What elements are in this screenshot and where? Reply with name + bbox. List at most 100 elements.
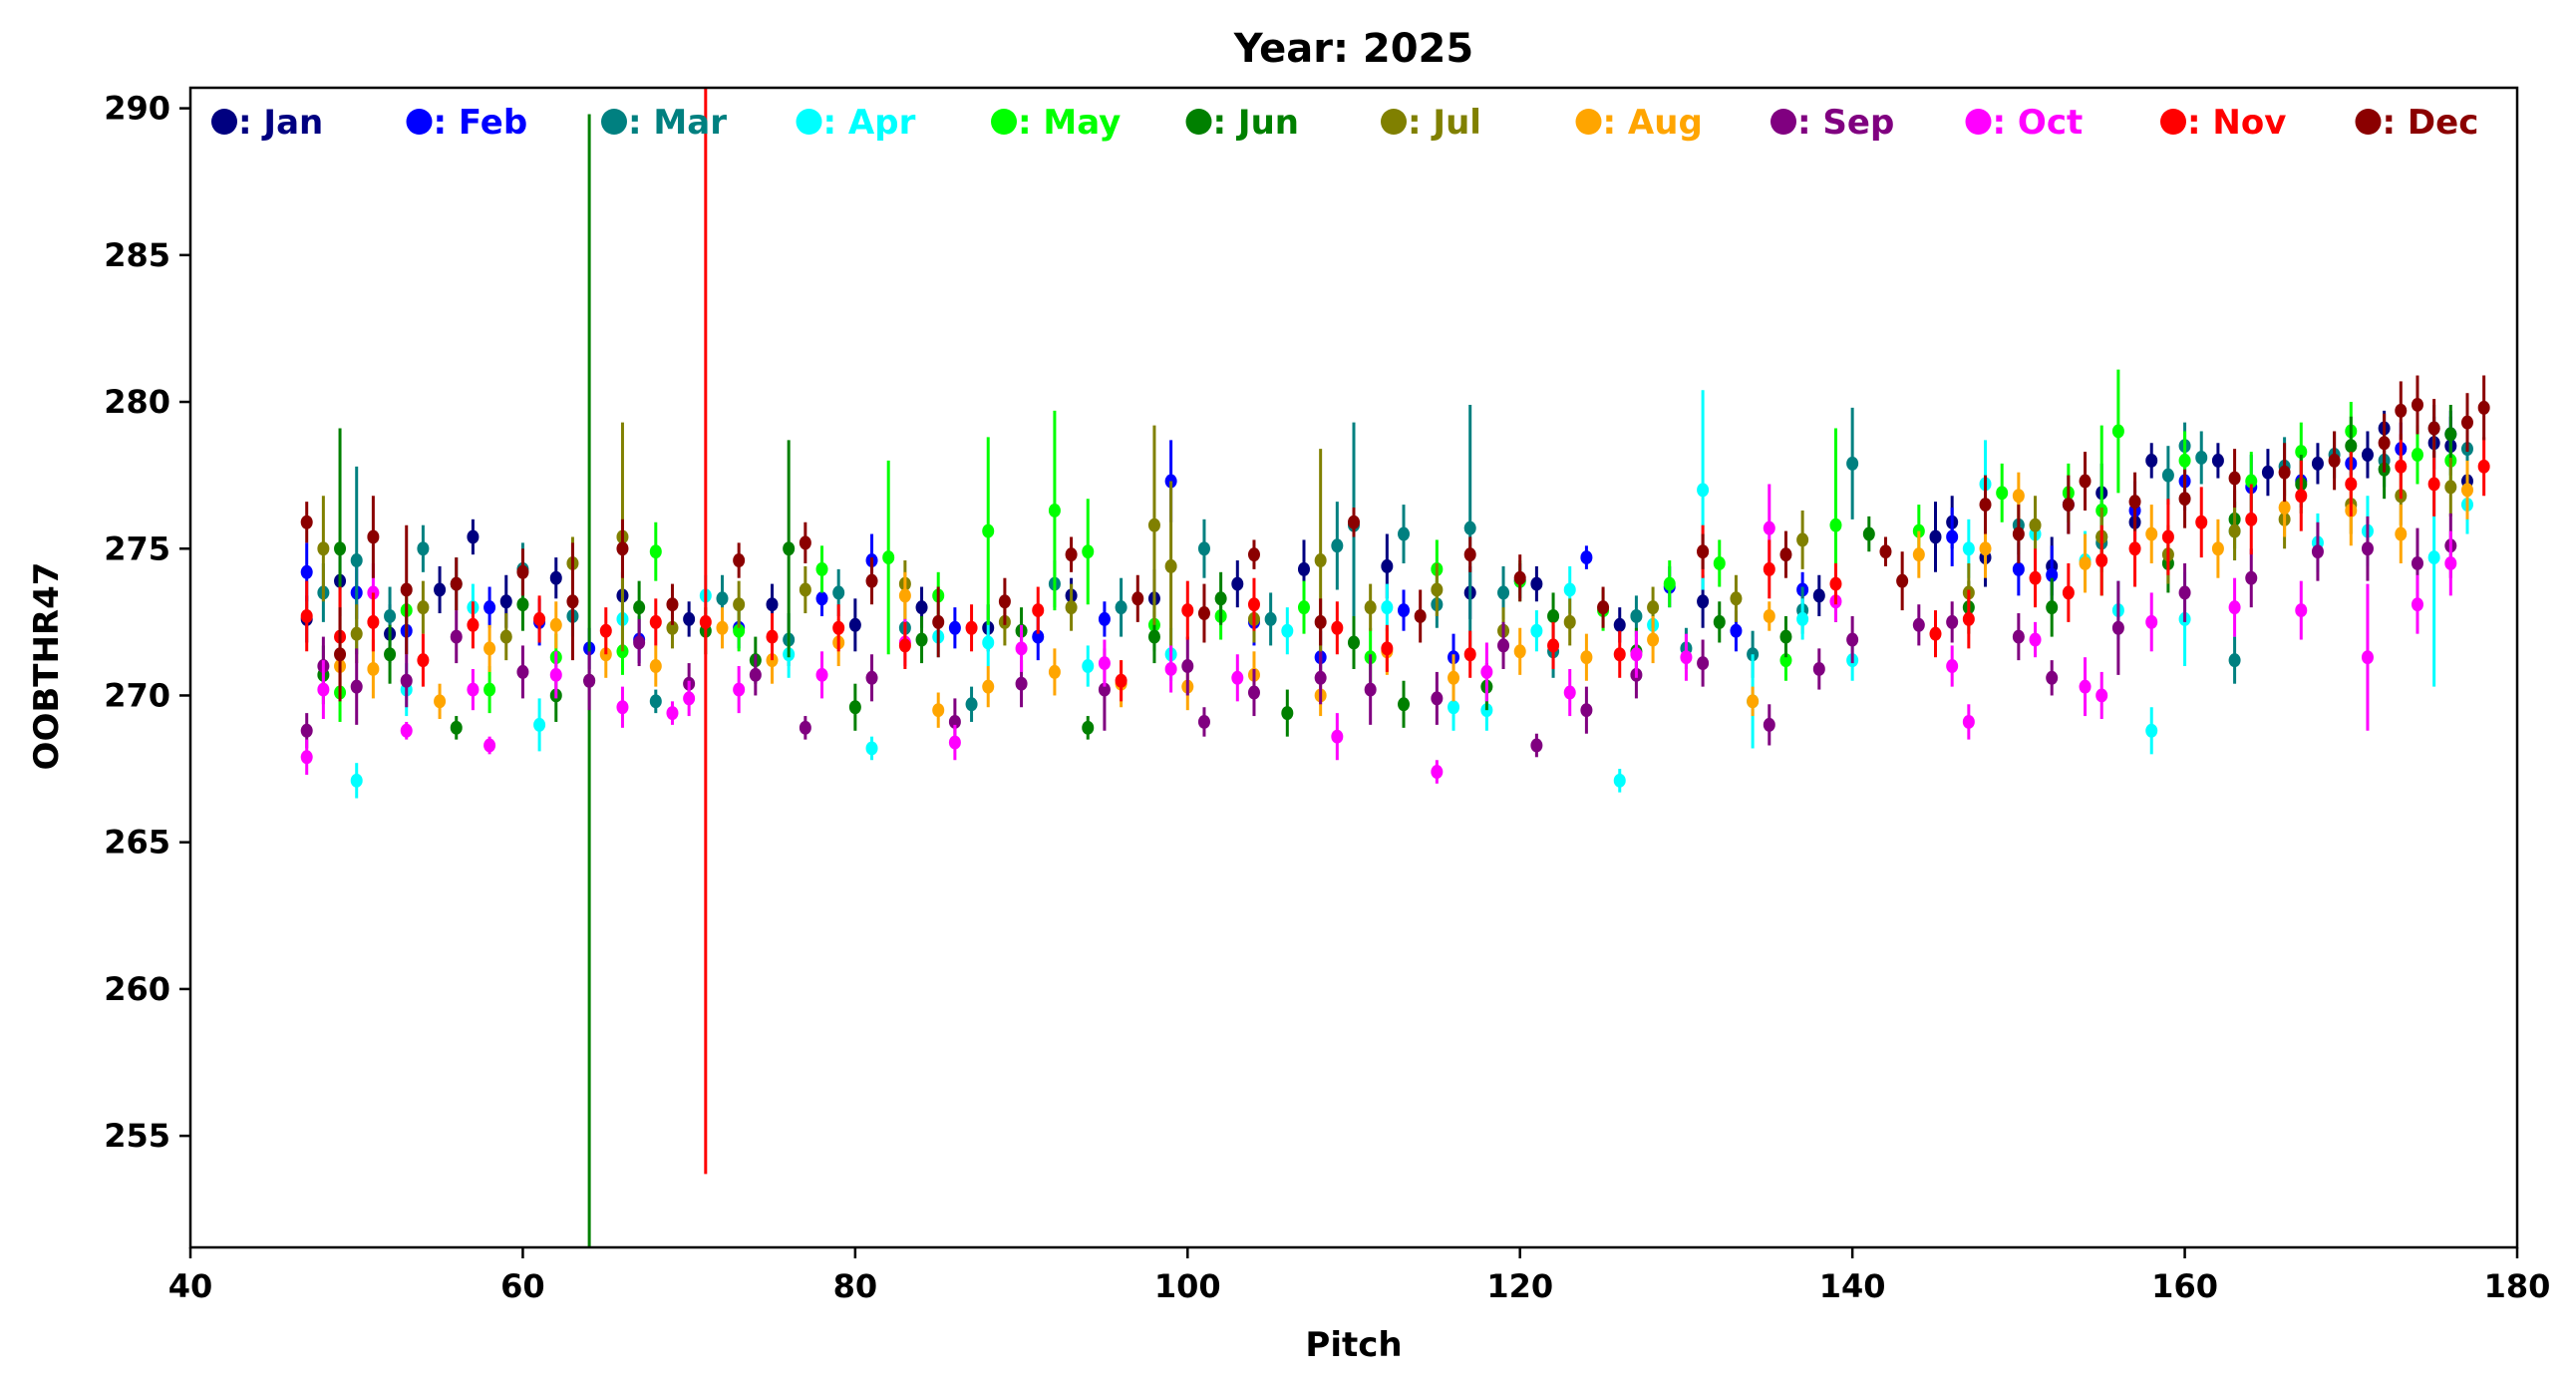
data-point bbox=[1962, 714, 1975, 729]
data-point bbox=[2361, 650, 2374, 665]
legend-label: : Jan bbox=[238, 103, 323, 143]
data-point bbox=[2444, 480, 2457, 495]
data-point bbox=[367, 661, 380, 676]
data-point bbox=[1314, 614, 1327, 629]
data-point bbox=[300, 723, 313, 738]
data-point bbox=[2211, 541, 2224, 556]
data-point bbox=[2361, 541, 2374, 556]
x-tick-label: 160 bbox=[2151, 1267, 2218, 1305]
data-point bbox=[300, 564, 313, 579]
data-point bbox=[2295, 489, 2308, 504]
data-point bbox=[2261, 465, 2274, 480]
data-point bbox=[1231, 670, 1244, 685]
data-point bbox=[1563, 614, 1576, 629]
data-point bbox=[1663, 576, 1676, 591]
data-point bbox=[1065, 600, 1078, 615]
data-point bbox=[1381, 558, 1394, 573]
x-axis: 40 60 80 100 120 140 160 180 bbox=[168, 1247, 2550, 1305]
data-point bbox=[1214, 591, 1227, 606]
data-point bbox=[649, 659, 662, 674]
data-point bbox=[2460, 415, 2473, 430]
x-axis-label: Pitch bbox=[1305, 1325, 1402, 1365]
data-point bbox=[2195, 450, 2208, 465]
data-point bbox=[1331, 729, 1344, 744]
data-point bbox=[2046, 600, 2059, 615]
data-point bbox=[1730, 591, 1743, 606]
data-point bbox=[499, 629, 512, 644]
data-point bbox=[865, 741, 878, 756]
data-point bbox=[2328, 453, 2341, 468]
data-point bbox=[1431, 691, 1444, 706]
data-point bbox=[2145, 453, 2158, 468]
data-point bbox=[1082, 659, 1095, 674]
legend-marker bbox=[2355, 109, 2382, 135]
data-point bbox=[1779, 629, 1792, 644]
y-axis-label: OOBTHR47 bbox=[27, 562, 67, 771]
data-point bbox=[832, 585, 845, 600]
legend: : Jan: Feb: Mar: Apr: May: Jun: Jul: Aug… bbox=[211, 103, 2478, 143]
data-point bbox=[1348, 635, 1360, 650]
data-point bbox=[2079, 474, 2092, 489]
data-point bbox=[1962, 541, 1975, 556]
data-point bbox=[815, 561, 828, 576]
data-point bbox=[549, 570, 562, 585]
data-point bbox=[483, 600, 496, 615]
data-point bbox=[733, 597, 746, 612]
y-tick-label: 275 bbox=[104, 529, 170, 567]
data-point bbox=[766, 629, 779, 644]
legend-label: : Aug bbox=[1603, 103, 1703, 143]
legend-label: : Jul bbox=[1408, 103, 1481, 143]
data-point bbox=[1697, 656, 1710, 671]
data-point bbox=[1082, 544, 1095, 559]
data-point bbox=[1098, 611, 1111, 626]
data-point bbox=[1181, 603, 1194, 618]
data-point bbox=[2245, 570, 2258, 585]
data-point bbox=[749, 667, 762, 682]
data-point bbox=[350, 553, 363, 568]
data-point bbox=[1613, 617, 1626, 632]
data-point bbox=[1597, 600, 1610, 615]
data-point bbox=[1547, 638, 1560, 653]
data-point bbox=[2427, 421, 2440, 436]
series-8 bbox=[334, 460, 2473, 728]
data-point bbox=[1364, 600, 1377, 615]
data-point bbox=[1563, 582, 1576, 597]
data-point bbox=[633, 600, 646, 615]
data-point bbox=[1796, 611, 1809, 626]
data-point bbox=[1164, 661, 1177, 676]
chart-title: Year: 2025 bbox=[1233, 26, 1473, 72]
legend-label: : Feb bbox=[434, 103, 528, 143]
data-point bbox=[1197, 714, 1210, 729]
data-point bbox=[616, 700, 629, 715]
data-point bbox=[2427, 477, 2440, 492]
data-point bbox=[2444, 555, 2457, 570]
data-point bbox=[1946, 659, 1959, 674]
data-point bbox=[948, 735, 961, 750]
data-point bbox=[1281, 706, 1294, 721]
data-point bbox=[1463, 647, 1476, 662]
data-point bbox=[2046, 567, 2059, 582]
data-point bbox=[1364, 682, 1377, 697]
data-point bbox=[1929, 529, 1942, 544]
data-point bbox=[516, 664, 529, 679]
data-point bbox=[300, 515, 313, 529]
data-point bbox=[2295, 445, 2308, 460]
data-point bbox=[666, 620, 679, 635]
data-point bbox=[2062, 585, 2075, 600]
data-point bbox=[2427, 550, 2440, 565]
y-tick-label: 260 bbox=[104, 970, 170, 1008]
x-tick-label: 140 bbox=[1819, 1267, 1886, 1305]
data-point bbox=[1297, 561, 1310, 576]
data-point bbox=[1829, 518, 1842, 532]
data-point bbox=[533, 611, 546, 626]
data-point bbox=[848, 700, 861, 715]
data-point bbox=[434, 582, 447, 597]
data-point bbox=[1048, 664, 1061, 679]
data-point bbox=[516, 564, 529, 579]
y-tick-label: 265 bbox=[104, 824, 170, 862]
data-point bbox=[2128, 541, 2141, 556]
data-point bbox=[649, 614, 662, 629]
data-point bbox=[1314, 553, 1327, 568]
data-point bbox=[1247, 547, 1260, 562]
data-point bbox=[2295, 603, 2308, 618]
